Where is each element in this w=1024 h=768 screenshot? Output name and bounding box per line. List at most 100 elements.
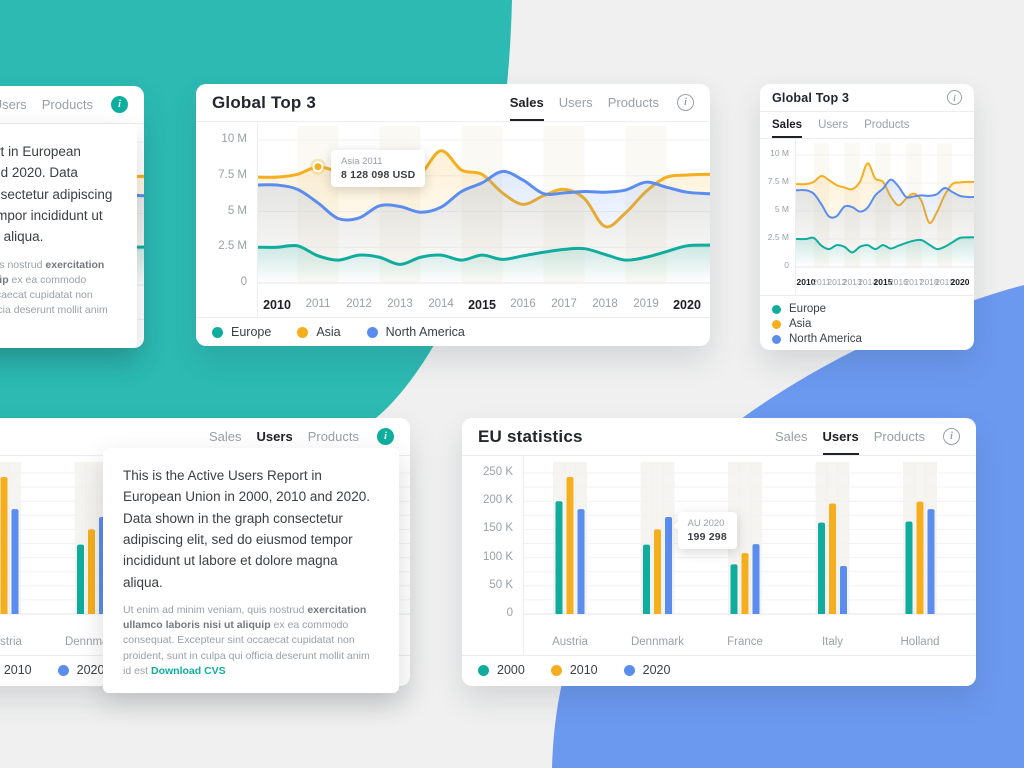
tab-users[interactable]: Users [558,95,593,110]
y-axis: 10 M 7.5 M 5 M 2.5 M 0 [760,139,796,295]
legend-item-2000[interactable]: 2000 [478,663,525,677]
popover-body: This is the Active Users Report in Europ… [123,468,370,590]
x-tick-label: 2016 [888,277,908,287]
tab-products[interactable]: Products [307,429,359,444]
bar-italy-2000[interactable] [818,522,825,614]
tab-users[interactable]: Users [0,97,27,112]
tooltip-value: 8 128 098 USD [341,168,416,181]
legend-dot [57,664,69,676]
legend-item-2020[interactable]: 2020 [623,663,670,677]
tab-sales[interactable]: Sales [775,429,808,444]
bar-austria-2000[interactable] [555,501,563,614]
info-icon[interactable]: i [677,94,694,111]
legend-dot [772,319,781,329]
bar-austria-2010[interactable] [0,476,8,614]
line-chart[interactable] [258,122,710,290]
bar-chart[interactable] [524,456,976,628]
x-tick-label: 2017 [904,277,924,287]
line-europe[interactable] [258,243,710,266]
info-icon[interactable]: i [111,96,128,113]
bar-france-2010[interactable] [741,553,749,614]
chart-point-tooltip: Asia 2011 8 128 098 USD [331,149,426,187]
legend-item-europe[interactable]: Europe [212,325,271,339]
legend-item-asia[interactable]: Asia [297,325,341,339]
tab-products[interactable]: Products [41,97,93,112]
tab-sales[interactable]: Sales [209,429,242,444]
x-category-label: Austria [552,636,588,648]
tab-products[interactable]: Products [873,429,925,444]
y-tick-label: 2.5 M [218,240,247,253]
data-point[interactable] [312,161,324,173]
legend-item-europe[interactable]: Europe [772,303,962,315]
info-icon[interactable]: i [943,428,960,445]
legend-label: Asia [316,325,341,339]
bar-austria-2020[interactable] [577,509,585,614]
eu-statistics-card: EU statistics Sales Users Products i 250 K… [462,418,976,686]
x-tick-label: 2014 [428,298,454,310]
legend-label: North America [385,325,465,339]
info-icon[interactable]: i [947,90,962,105]
bar-holland-2000[interactable] [905,521,913,614]
bar-dennmark-2020[interactable] [665,516,672,614]
x-category-label: Austria [0,636,22,648]
x-tick-label: 2019 [633,298,659,310]
legend-item-2010[interactable]: 2010 [0,663,32,677]
y-tick-label: 5 M [774,204,789,214]
bar-dennmark-2000[interactable] [77,544,84,614]
bar-dennmark-2010[interactable] [88,529,95,614]
x-tick-label: 2017 [551,298,577,310]
tab-sales[interactable]: Sales [509,84,544,121]
y-tick-label: 0 [506,607,513,619]
bar-italy-2010[interactable] [829,503,836,614]
line-europe[interactable] [796,236,974,254]
download-cvs-link[interactable]: Download CVS [151,664,226,677]
tooltip-label: AU 2020 [687,517,725,529]
info-icon[interactable]: i [377,428,394,445]
bar-italy-2020[interactable] [840,566,847,614]
legend-item-2020[interactable]: 2020 [57,663,104,677]
tab-products[interactable]: Products [607,95,659,110]
legend-dot [478,664,489,676]
x-tick-label: 2012 [827,277,847,287]
legend-item-north-america[interactable]: North America [772,333,962,345]
legend-item-2010[interactable]: 2010 [550,663,598,677]
bar-austria-2010[interactable] [566,476,574,614]
legend-item-asia[interactable]: Asia [772,318,962,330]
chart-legend: Europe Asia North America [196,318,710,346]
bar-holland-2020[interactable] [927,509,935,614]
legend-dot [297,326,309,338]
plot-area: 2010 2011 2012 2013 2014 2015 2016 2017 2018 2019… [258,122,710,317]
tab-sales[interactable]: Sales [772,112,803,138]
x-tick-label: 2015 [468,298,496,312]
bar-france-2020[interactable] [752,544,760,614]
bar-france-2000[interactable] [730,564,738,614]
tab-users[interactable]: Users [818,119,849,131]
y-tick-label: 7.5 M [218,168,247,181]
bar-dennmark-2010[interactable] [654,529,661,614]
bar-holland-2010[interactable] [916,501,924,614]
card-title: EU statistics [478,426,583,446]
y-tick-label: 10 M [221,133,247,145]
legend-dot [772,334,781,344]
bar-austria-2020[interactable] [11,509,19,614]
line-north-america[interactable] [796,178,974,219]
line-chart[interactable] [796,139,974,271]
tabs: Sales Users Products [775,418,925,455]
x-tick-label: 2011 [305,298,331,310]
y-tick-label: 200 K [482,494,513,507]
bar-dennmark-2000[interactable] [643,544,650,614]
line-north-america[interactable] [258,169,710,222]
tab-users[interactable]: Users [822,418,859,455]
chart-legend: 2000 2010 2020 [462,656,976,684]
y-axis: 10 M 7.5 M 5 M 2.5 M 0 [196,122,258,317]
legend-label: Europe [231,325,272,339]
legend-dot [623,664,635,676]
tab-products[interactable]: Products [864,119,910,131]
card-title: Global Top 3 [772,90,850,105]
legend-item-north-america[interactable]: North America [366,325,465,339]
